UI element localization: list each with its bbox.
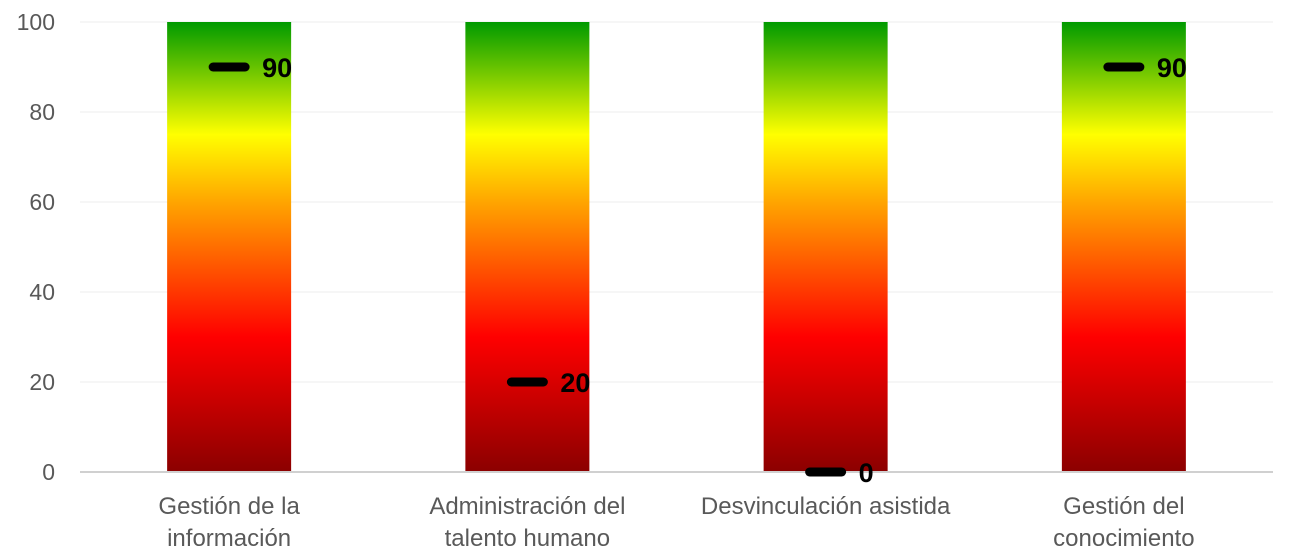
value-label: 20 — [560, 368, 590, 398]
bar — [167, 22, 292, 472]
x-tick-label: Administración del talento humano — [429, 493, 625, 552]
y-tick-label: 60 — [29, 189, 55, 215]
y-tick-label: 40 — [29, 279, 55, 305]
category-labels: Gestión de la información Administración d… — [158, 493, 1194, 552]
x-tick-label: Desvinculación asistida — [701, 493, 951, 520]
y-tick-label: 80 — [29, 99, 55, 125]
y-tick-label: 0 — [42, 459, 55, 485]
bars — [167, 22, 1186, 472]
y-tick-label: 20 — [29, 369, 55, 395]
y-axis-ticks: 0 20 40 60 80 100 — [17, 9, 55, 485]
y-tick-label: 100 — [17, 9, 55, 35]
bar — [465, 22, 590, 472]
value-markers: 90 20 0 90 — [208, 53, 1187, 488]
value-label: 90 — [262, 53, 292, 83]
bar — [1061, 22, 1186, 472]
x-tick-label: Gestión del conocimiento — [1053, 493, 1194, 552]
bar — [763, 22, 888, 472]
x-tick-label: Gestión de la información — [158, 493, 300, 552]
value-label: 0 — [859, 458, 874, 488]
value-label: 90 — [1157, 53, 1187, 83]
